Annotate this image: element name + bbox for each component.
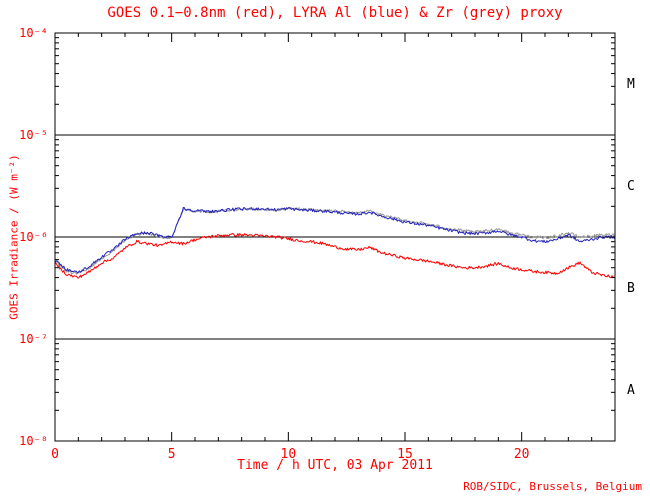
x-tick-label: 5: [168, 447, 176, 462]
flare-class-label: M: [627, 77, 635, 92]
y-tick-label: 10⁻⁷: [19, 332, 48, 346]
x-tick-label: 10: [281, 447, 297, 462]
flare-class-label: B: [627, 281, 635, 296]
credit-text: ROB/SIDC, Brussels, Belgium: [463, 480, 642, 493]
curve-red: [54, 233, 616, 279]
x-tick-label: 0: [51, 447, 59, 462]
y-tick-label: 10⁻⁸: [19, 434, 48, 448]
curve-blue: [54, 207, 616, 274]
x-tick-label: 20: [514, 447, 530, 462]
curve-grey: [54, 206, 616, 275]
x-tick-label: 15: [397, 447, 413, 462]
flare-class-label: A: [627, 383, 635, 398]
chart-title: GOES 0.1−0.8nm (red), LYRA Al (blue) & Z…: [107, 5, 563, 21]
y-tick-label: 10⁻⁶: [19, 230, 48, 244]
x-axis-label: Time / h UTC, 03 Apr 2011: [237, 458, 433, 473]
y-tick-label: 10⁻⁴: [19, 26, 48, 40]
flare-class-label: C: [627, 179, 635, 194]
y-tick-label: 10⁻⁵: [19, 128, 48, 142]
